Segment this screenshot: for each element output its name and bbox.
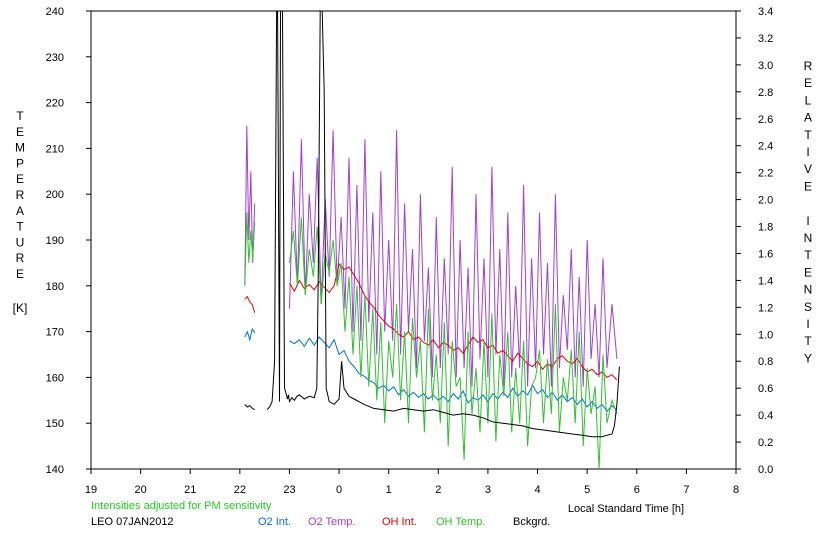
y-axis-left-title-letter: T — [16, 109, 24, 123]
x-tick-label: 20 — [134, 484, 146, 496]
x-tick-label: 8 — [733, 484, 739, 496]
y-axis-right-title-letter: Y — [804, 351, 812, 365]
y-right-tick-label: 2.6 — [758, 114, 773, 126]
y-right-tick-label: 0.4 — [758, 410, 773, 422]
y-axis-left-unit: [K] — [13, 301, 28, 315]
x-tick-label: 21 — [184, 484, 196, 496]
x-tick-label: 1 — [386, 484, 392, 496]
x-tick-label: 4 — [534, 484, 540, 496]
y-axis-left-title-letter: E — [16, 267, 24, 281]
y-left-tick-label: 230 — [46, 52, 64, 64]
y-axis-right-title-letter: I — [806, 214, 809, 228]
y-axis-right-title-letter: N — [804, 283, 813, 297]
y-right-tick-label: 2.4 — [758, 141, 773, 153]
plot-area — [90, 10, 737, 470]
y-axis-right-title-letter: T — [804, 128, 812, 142]
y-right-tick-label: 3.4 — [758, 6, 773, 18]
x-tick-label: 23 — [283, 484, 295, 496]
y-axis-left-title-letter: A — [16, 204, 24, 218]
series-line-o2-int — [244, 327, 256, 342]
series-line-oh-temp — [244, 212, 256, 286]
y-right-tick-label: 0.6 — [758, 383, 773, 395]
y-axis-right-title-letter: T — [804, 248, 812, 262]
y-right-tick-label: 0.0 — [758, 464, 773, 476]
y-axis-right-title-letter: T — [804, 334, 812, 348]
y-axis-left-title-letter: M — [15, 141, 25, 155]
y-right-tick-label: 0.2 — [758, 437, 773, 449]
y-axis-right-title-letter: E — [804, 76, 812, 90]
axes-ticks: 19 20 21 22 23 0 1 2 3 4 5 6 7 8140150160170180190200… — [46, 6, 774, 496]
y-right-tick-label: 1.8 — [758, 222, 773, 234]
legend-item-oh-int: OH Int. — [382, 516, 417, 528]
y-axis-left-title-letter: E — [16, 172, 24, 186]
y-axis-right-title-letter: I — [806, 145, 809, 159]
y-left-tick-label: 210 — [46, 143, 64, 155]
y-axis-right-title-letter: N — [804, 231, 813, 245]
footer-note: Intensities adjusted for PM sensitivity — [91, 500, 272, 512]
y-axis-right-title-letter: E — [804, 265, 812, 279]
y-axis-right-title-letter: A — [804, 111, 812, 125]
y-left-tick-label: 240 — [46, 6, 64, 18]
y-axis-right-title-letter: S — [804, 300, 812, 314]
x-tick-label: 3 — [485, 484, 491, 496]
y-left-tick-label: 220 — [46, 98, 64, 110]
y-axis-left-title-letter: T — [16, 220, 24, 234]
x-axis-title: Local Standard Time [h] — [568, 503, 684, 515]
series-layer — [244, 10, 620, 470]
y-axis-right-title-letter: R — [804, 59, 813, 73]
x-tick-label: 2 — [435, 484, 441, 496]
y-axis-left-title-letter: P — [16, 156, 24, 170]
y-left-tick-label: 150 — [46, 418, 64, 430]
y-axis-left-title-letter: R — [16, 251, 25, 265]
x-tick-label: 0 — [336, 484, 342, 496]
y-axis-right-title-letter: I — [806, 317, 809, 331]
series-line-bckgrd — [266, 10, 620, 438]
y-axis-right-title-letter: V — [804, 162, 812, 176]
y-right-tick-label: 1.4 — [758, 275, 773, 287]
y-right-tick-label: 3.0 — [758, 60, 773, 72]
y-axis-right-title-letter: L — [805, 93, 812, 107]
y-left-tick-label: 160 — [46, 372, 64, 384]
y-left-tick-label: 180 — [46, 281, 64, 293]
series-line-oh-temp — [289, 217, 618, 470]
series-line-o2-temp — [289, 130, 618, 387]
legend-item-o2-temp: O2 Temp. — [308, 516, 356, 528]
y-right-tick-label: 1.0 — [758, 329, 773, 341]
y-right-tick-label: 0.8 — [758, 356, 773, 368]
legend: O2 Int. O2 Temp. OH Int. OH Temp. Bckgrd. — [258, 516, 550, 528]
y-right-tick-label: 2.0 — [758, 195, 773, 207]
y-axis-right-title-letter: E — [804, 179, 812, 193]
y-right-tick-label: 1.6 — [758, 248, 773, 260]
legend-item-oh-temp: OH Temp. — [436, 516, 485, 528]
series-line-oh-int — [244, 295, 256, 313]
x-tick-label: 6 — [634, 484, 640, 496]
series-line-bckgrd — [244, 403, 255, 411]
y-axis-left-title-letter: U — [16, 235, 25, 249]
x-tick-label: 19 — [85, 484, 97, 496]
y-right-tick-label: 3.2 — [758, 33, 773, 45]
y-left-tick-label: 190 — [46, 235, 64, 247]
y-left-tick-label: 170 — [46, 327, 64, 339]
y-right-tick-label: 1.2 — [758, 302, 773, 314]
x-tick-label: 7 — [683, 484, 689, 496]
legend-item-bckgrd: Bckgrd. — [513, 516, 550, 528]
y-right-tick-label: 2.2 — [758, 168, 773, 180]
x-tick-label: 22 — [234, 484, 246, 496]
y-axis-left-title-letter: E — [16, 125, 24, 139]
x-tick-label: 5 — [584, 484, 590, 496]
station-label: LEO 07JAN2012 — [91, 516, 174, 528]
y-right-tick-label: 2.8 — [758, 87, 773, 99]
y-left-tick-label: 200 — [46, 189, 64, 201]
y-axis-left-title-letter: R — [16, 188, 25, 202]
legend-item-o2-int: O2 Int. — [258, 516, 291, 528]
y-left-tick-label: 140 — [46, 464, 64, 476]
